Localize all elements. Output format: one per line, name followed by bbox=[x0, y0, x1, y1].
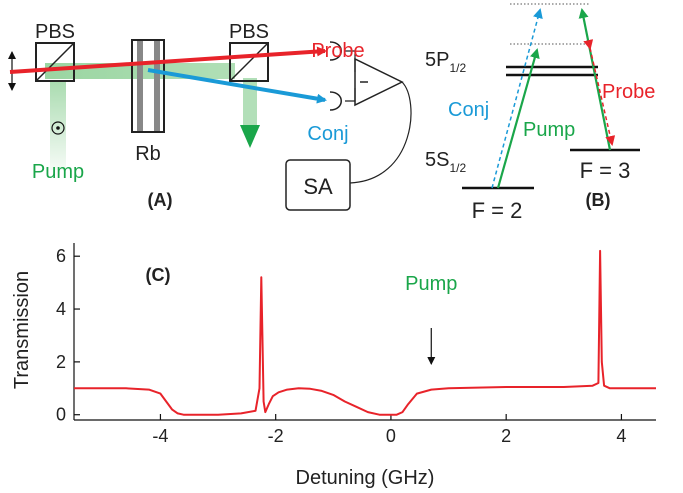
conj-label-setup: Conj bbox=[307, 123, 348, 145]
probe-transition-arrow bbox=[583, 39, 616, 146]
pump-transition-arrow-1 bbox=[496, 48, 540, 189]
f3-label: F = 3 bbox=[580, 158, 631, 183]
y-tick-label: 4 bbox=[56, 299, 66, 319]
pbs-left bbox=[35, 42, 75, 82]
x-axis-title: Detuning (GHz) bbox=[296, 467, 435, 489]
transmission-plot: -4 -2 0 2 4 0 2 4 6 Pump (C) Detuning (GHz) Tran… bbox=[11, 243, 656, 489]
setup-panel: SA PBS PBS Rb Pump Probe Conj (A) bbox=[8, 21, 412, 211]
plot-ticks: -4 -2 0 2 4 0 2 4 6 bbox=[56, 246, 626, 446]
x-tick-label: 4 bbox=[616, 426, 626, 446]
detector-conj bbox=[329, 91, 342, 111]
y-tick-label: 0 bbox=[56, 405, 66, 425]
panel-b-label: (B) bbox=[586, 190, 611, 210]
pump-annotation: Pump bbox=[405, 273, 457, 365]
pbs-left-label: PBS bbox=[35, 21, 75, 43]
probe-label-levels: Probe bbox=[602, 81, 655, 103]
y-axis-title: Transmission bbox=[11, 271, 33, 389]
panel-a-label: (A) bbox=[148, 190, 173, 210]
rb-cell bbox=[131, 39, 165, 133]
probe-beam bbox=[9, 46, 327, 74]
x-tick-label: -4 bbox=[152, 426, 168, 446]
probe-label-setup: Probe bbox=[311, 40, 364, 62]
y-tick-label: 6 bbox=[56, 246, 66, 266]
x-tick-label: 2 bbox=[501, 426, 511, 446]
rb-label: Rb bbox=[135, 143, 161, 165]
sa-cable bbox=[349, 81, 412, 184]
sa-label: SA bbox=[303, 174, 333, 199]
f2-label: F = 2 bbox=[472, 198, 523, 223]
plot-axes bbox=[73, 243, 656, 421]
pbs-right-label: PBS bbox=[229, 21, 269, 43]
level-diagram-panel: 5P1/2 5S1/2 F = 2 F = 3 Conj Pump Probe … bbox=[425, 3, 655, 223]
level-5p-label: 5P1/2 bbox=[425, 49, 466, 75]
pbs-right bbox=[229, 42, 269, 82]
conj-transition-arrow bbox=[491, 8, 543, 189]
pump-exit-arrow bbox=[240, 125, 260, 148]
transmission-trace bbox=[74, 249, 656, 416]
level-5s-label: 5S1/2 bbox=[425, 149, 466, 175]
panel-c-label: (C) bbox=[146, 265, 171, 285]
detector-probe bbox=[329, 41, 342, 61]
y-tick-label: 2 bbox=[56, 352, 66, 372]
x-tick-label: -2 bbox=[268, 426, 284, 446]
conj-label-levels: Conj bbox=[448, 99, 489, 121]
spectrum-analyzer-box bbox=[285, 159, 351, 211]
x-tick-label: 0 bbox=[386, 426, 396, 446]
pump-beam-input bbox=[50, 80, 66, 170]
pump-beam-output bbox=[243, 78, 257, 128]
polarization-dot bbox=[51, 121, 65, 135]
pump-annotation-label: Pump bbox=[405, 273, 457, 295]
subtractor bbox=[345, 50, 404, 107]
pump-label-levels: Pump bbox=[523, 119, 575, 141]
conj-beam bbox=[147, 68, 327, 104]
pump-label-setup: Pump bbox=[32, 161, 84, 183]
pump-transition-arrow-2 bbox=[578, 8, 612, 151]
